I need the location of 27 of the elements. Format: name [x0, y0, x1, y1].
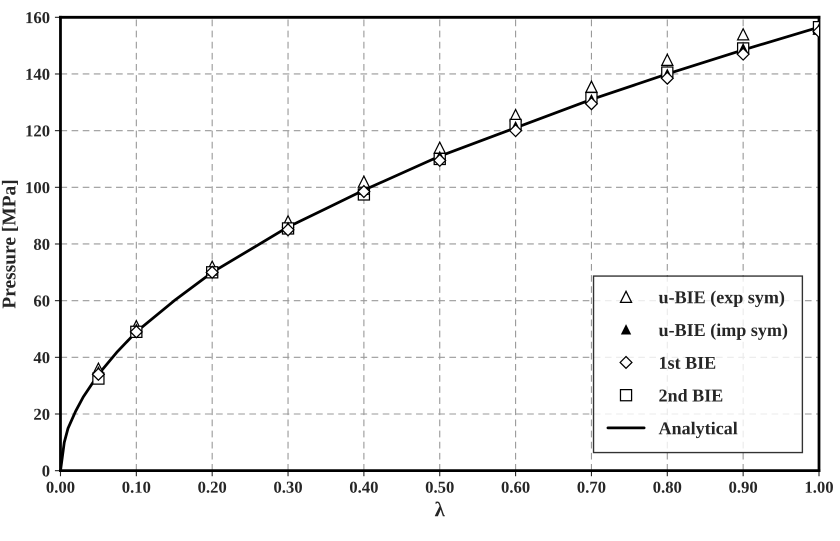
x-tick-label: 1.00: [806, 482, 833, 493]
y-tick-label: 0: [42, 465, 50, 477]
x-tick-label: 0.50: [426, 482, 454, 493]
y-tick-label: 80: [34, 238, 50, 250]
x-tick-label: 0.20: [198, 482, 226, 493]
x-tick-label: 0.40: [350, 482, 378, 493]
y-tick-label: 60: [34, 295, 50, 307]
x-tick-label: 0.90: [729, 482, 758, 493]
x-axis-title: λ: [434, 502, 445, 516]
x-tick-label: 0.00: [46, 482, 74, 493]
legend-label: 1st BIE: [660, 356, 716, 369]
y-tick-label: 140: [26, 68, 50, 80]
y-tick-label: 20: [34, 408, 50, 420]
legend-label: 2nd BIE: [659, 388, 722, 402]
y-tick-label: 160: [26, 12, 50, 24]
legend-label: u-BIE (imp sym): [658, 323, 788, 340]
x-tick-label: 0.60: [502, 482, 530, 493]
legend-label: Analytical: [658, 422, 738, 438]
y-tick-label: 120: [26, 125, 50, 137]
y-tick-label: 40: [34, 352, 50, 364]
y-axis-title: Pressure [MPa]: [2, 180, 18, 308]
x-tick-label: 0.70: [577, 482, 606, 493]
x-tick-label: 0.30: [274, 482, 302, 493]
legend-label: u-BIE (exp sym): [658, 290, 784, 308]
x-tick-label: 0.80: [653, 482, 682, 493]
y-tick-label: 100: [26, 182, 50, 194]
x-tick-label: 0.10: [122, 482, 150, 493]
